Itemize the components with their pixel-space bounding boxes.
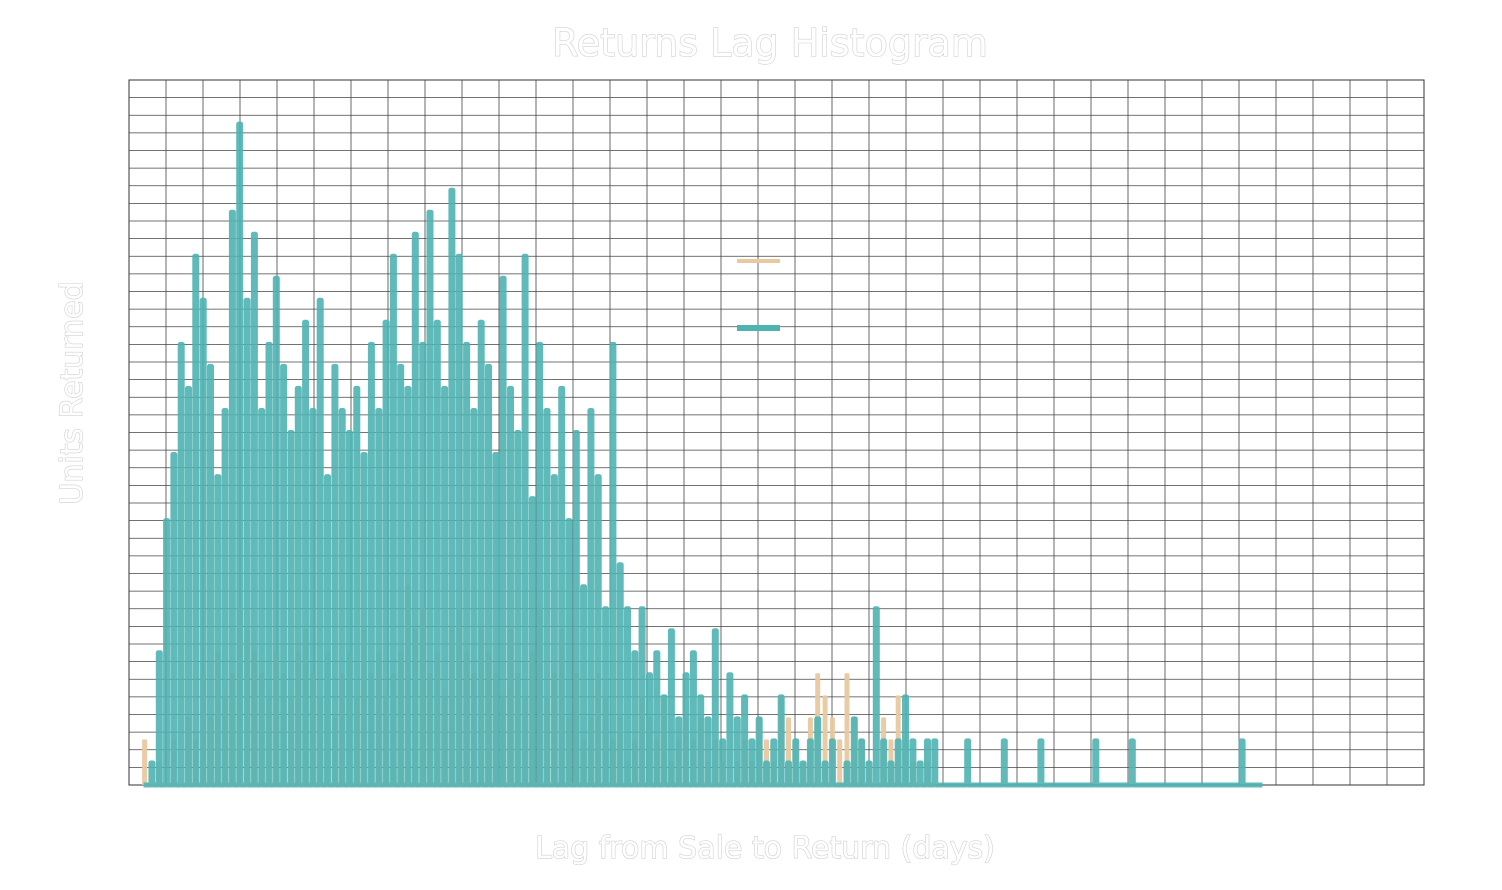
series-layer — [142, 121, 1264, 788]
x-axis-label: Lag from Sale to Return (days) — [535, 831, 995, 866]
chart-title: Returns Lag Histogram — [552, 21, 988, 65]
legend — [737, 259, 780, 331]
y-axis-label: Units Returned — [55, 281, 90, 504]
series-line-2 — [143, 121, 1264, 788]
